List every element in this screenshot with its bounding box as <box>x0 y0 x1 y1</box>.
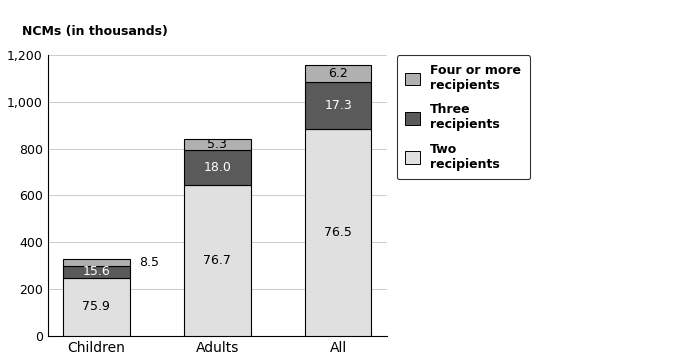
Text: 76.5: 76.5 <box>324 226 352 239</box>
Text: 8.5: 8.5 <box>139 256 160 269</box>
Bar <box>305 65 372 82</box>
Legend: Four or more
recipients, Three
recipients, Two
recipients: Four or more recipients, Three recipient… <box>396 55 530 180</box>
Bar <box>184 150 251 185</box>
Text: 5.3: 5.3 <box>207 138 228 151</box>
Text: 76.7: 76.7 <box>203 254 231 267</box>
Bar <box>184 139 251 150</box>
Text: 18.0: 18.0 <box>203 161 231 174</box>
Bar <box>305 129 372 336</box>
Bar <box>63 259 130 266</box>
Bar <box>63 278 130 336</box>
Text: 15.6: 15.6 <box>83 265 110 278</box>
Text: 17.3: 17.3 <box>324 99 352 112</box>
Bar <box>184 185 251 336</box>
Text: 6.2: 6.2 <box>328 67 348 80</box>
Bar <box>63 266 130 278</box>
Bar <box>305 82 372 129</box>
Text: 75.9: 75.9 <box>83 300 111 313</box>
Text: NCMs (in thousands): NCMs (in thousands) <box>22 25 168 38</box>
